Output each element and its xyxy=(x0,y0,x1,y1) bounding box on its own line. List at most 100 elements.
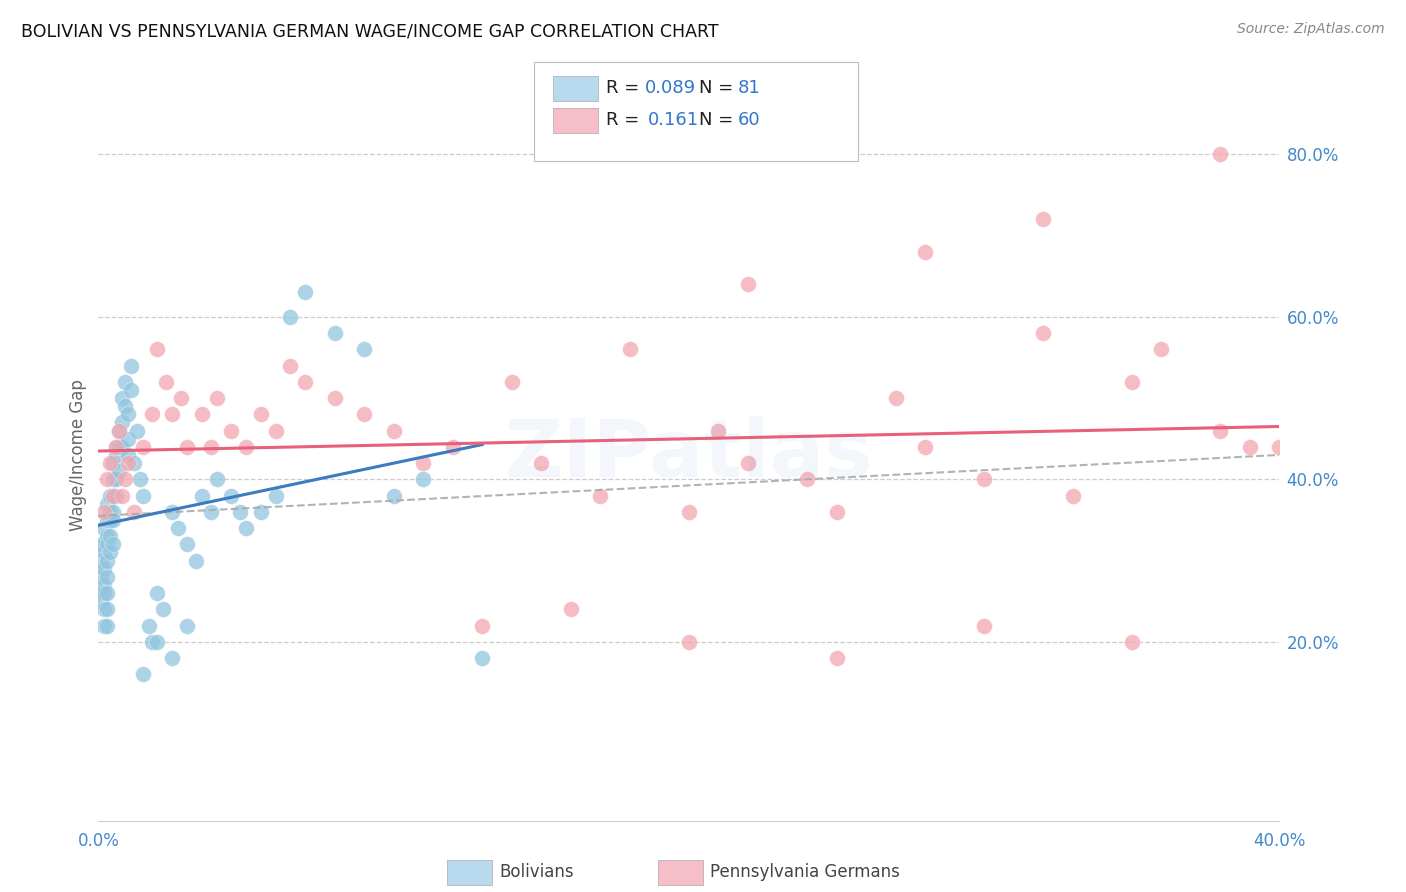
Point xyxy=(191,489,214,503)
Point xyxy=(471,618,494,632)
Point xyxy=(152,602,174,616)
Point xyxy=(294,375,316,389)
Point xyxy=(250,407,273,421)
Point xyxy=(90,586,112,600)
Point xyxy=(176,537,198,551)
Point xyxy=(200,505,222,519)
Text: 0.089: 0.089 xyxy=(645,79,696,97)
Point xyxy=(200,440,222,454)
Text: Bolivians: Bolivians xyxy=(499,863,574,881)
Point xyxy=(114,399,136,413)
Point xyxy=(105,489,128,503)
Text: N =: N = xyxy=(699,79,738,97)
Point xyxy=(98,545,121,559)
Point xyxy=(501,375,523,389)
Point xyxy=(93,505,115,519)
Point xyxy=(96,497,118,511)
Point xyxy=(737,456,759,470)
Point xyxy=(1062,489,1084,503)
Point xyxy=(1209,147,1232,161)
Y-axis label: Wage/Income Gap: Wage/Income Gap xyxy=(69,379,87,531)
Point xyxy=(138,618,160,632)
Point xyxy=(98,456,121,470)
Point xyxy=(264,489,287,503)
Point xyxy=(1032,326,1054,340)
Point xyxy=(176,440,198,454)
Point xyxy=(111,440,134,454)
Point xyxy=(103,489,125,503)
Point xyxy=(1121,375,1143,389)
Point xyxy=(96,537,118,551)
Point xyxy=(1121,635,1143,649)
Point xyxy=(162,407,183,421)
Text: ZIPatlas: ZIPatlas xyxy=(505,416,873,494)
Point xyxy=(973,618,995,632)
Point xyxy=(471,651,494,665)
Point xyxy=(707,424,730,438)
Point xyxy=(162,505,183,519)
Point xyxy=(412,472,434,486)
Point xyxy=(796,472,818,486)
Point xyxy=(98,489,121,503)
Point xyxy=(105,440,128,454)
Point xyxy=(103,513,125,527)
Point xyxy=(111,489,134,503)
Point xyxy=(132,440,155,454)
Point xyxy=(589,489,612,503)
Point xyxy=(412,456,434,470)
Point xyxy=(96,529,118,543)
Point xyxy=(619,343,641,357)
Text: BOLIVIAN VS PENNSYLVANIA GERMAN WAGE/INCOME GAP CORRELATION CHART: BOLIVIAN VS PENNSYLVANIA GERMAN WAGE/INC… xyxy=(21,22,718,40)
Text: 60: 60 xyxy=(738,112,761,129)
Point xyxy=(155,375,177,389)
Point xyxy=(221,424,243,438)
Point xyxy=(167,521,190,535)
Point xyxy=(93,586,115,600)
Point xyxy=(884,391,907,405)
Text: N =: N = xyxy=(699,112,738,129)
Point xyxy=(678,505,700,519)
Point xyxy=(103,456,125,470)
Point xyxy=(98,513,121,527)
Point xyxy=(120,383,142,397)
Point xyxy=(560,602,582,616)
Text: R =: R = xyxy=(606,112,651,129)
Point xyxy=(103,489,125,503)
Point xyxy=(93,602,115,616)
Point xyxy=(184,553,207,567)
Point xyxy=(205,472,228,486)
Point xyxy=(103,472,125,486)
Point xyxy=(96,472,118,486)
Point xyxy=(323,391,346,405)
Point xyxy=(93,545,115,559)
Point xyxy=(122,505,145,519)
Point xyxy=(382,489,405,503)
Point xyxy=(98,529,121,543)
Point xyxy=(122,456,145,470)
Point xyxy=(93,618,115,632)
Point xyxy=(441,440,464,454)
Point xyxy=(294,285,316,300)
Point xyxy=(1239,440,1261,454)
Point xyxy=(191,407,214,421)
Point xyxy=(96,553,118,567)
Point xyxy=(1032,212,1054,227)
Text: Pennsylvania Germans: Pennsylvania Germans xyxy=(710,863,900,881)
Point xyxy=(973,472,995,486)
Point xyxy=(176,618,198,632)
Point xyxy=(264,424,287,438)
Point xyxy=(125,424,148,438)
Point xyxy=(93,521,115,535)
Point xyxy=(146,635,169,649)
Point xyxy=(114,472,136,486)
Point xyxy=(93,578,115,592)
Point xyxy=(96,586,118,600)
Point xyxy=(105,448,128,462)
Point xyxy=(141,407,163,421)
Point xyxy=(678,635,700,649)
Point xyxy=(98,505,121,519)
Point xyxy=(221,489,243,503)
Point xyxy=(108,440,131,454)
Point xyxy=(235,440,257,454)
Point xyxy=(96,570,118,584)
